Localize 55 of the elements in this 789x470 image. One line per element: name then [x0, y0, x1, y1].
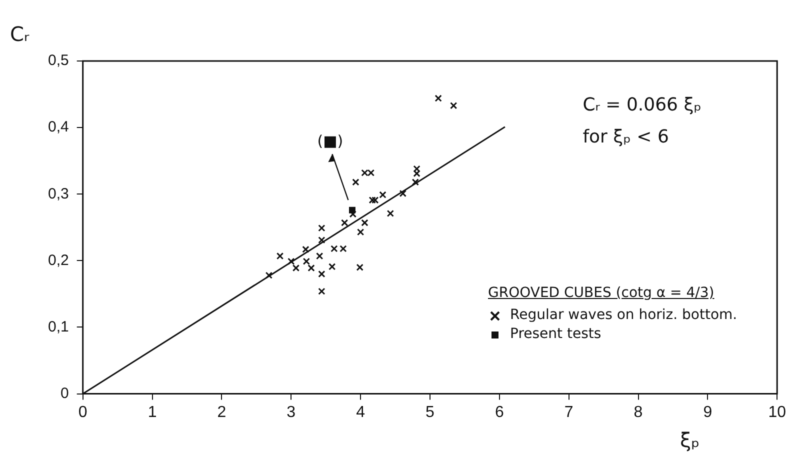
y-tick-label: 0,4: [48, 118, 69, 136]
x-tick-label: 3: [286, 404, 296, 421]
point: [372, 196, 379, 204]
point: [341, 219, 348, 226]
y-tick-label: 0: [60, 384, 69, 402]
legend-label: Regular waves on horiz. bottom.: [510, 307, 738, 323]
point: [308, 264, 315, 272]
point: [302, 246, 310, 253]
x-tick-label: 2: [217, 404, 226, 421]
legend-label: Present tests: [510, 326, 602, 342]
point: [399, 190, 406, 198]
x-tick-label: 5: [426, 404, 435, 421]
point: [328, 263, 336, 270]
x-axis-title: ξₚ: [680, 428, 700, 452]
point: [318, 224, 326, 232]
point: [318, 236, 326, 244]
annotation: Cᵣ = 0.066 ξₚ: [582, 94, 702, 116]
point: [330, 245, 338, 252]
point: [379, 191, 386, 198]
point: [368, 196, 376, 204]
point: [352, 178, 360, 186]
x-tick-label: 9: [703, 404, 712, 421]
x-tick-label: 4: [356, 404, 366, 421]
point: [434, 94, 442, 102]
point: [361, 219, 368, 226]
y-tick-label: 0,2: [48, 252, 69, 269]
annotation: (■): [317, 132, 344, 150]
point: [265, 272, 272, 279]
point: [367, 169, 375, 176]
point: [292, 264, 300, 272]
point: [288, 258, 295, 265]
point: [318, 270, 326, 278]
point: [386, 210, 394, 217]
x-tick-label: 10: [768, 404, 786, 421]
x-tick-label: 8: [634, 404, 643, 421]
point: [361, 169, 368, 176]
point: [450, 102, 458, 110]
annotation: for ξₚ < 6: [582, 126, 669, 148]
y-tick-label: 0,5: [48, 52, 69, 70]
point: [302, 258, 310, 265]
point: [340, 245, 347, 252]
y-axis-title: Cᵣ: [10, 22, 30, 46]
legend-title: GROOVED CUBES (cotg α = 4/3): [488, 285, 716, 301]
y-tick-label: 0,1: [48, 318, 69, 336]
point: [349, 210, 356, 218]
y-tick-label: 0,3: [48, 185, 69, 202]
x-tick-label: 1: [148, 404, 157, 421]
x-tick-label: 0: [78, 404, 88, 421]
point: [318, 288, 326, 295]
x-tick-label: 7: [564, 404, 574, 421]
point: [276, 252, 284, 260]
point: [356, 228, 364, 236]
point: [316, 252, 324, 260]
point: [356, 264, 364, 271]
x-tick-label: 6: [494, 404, 504, 421]
